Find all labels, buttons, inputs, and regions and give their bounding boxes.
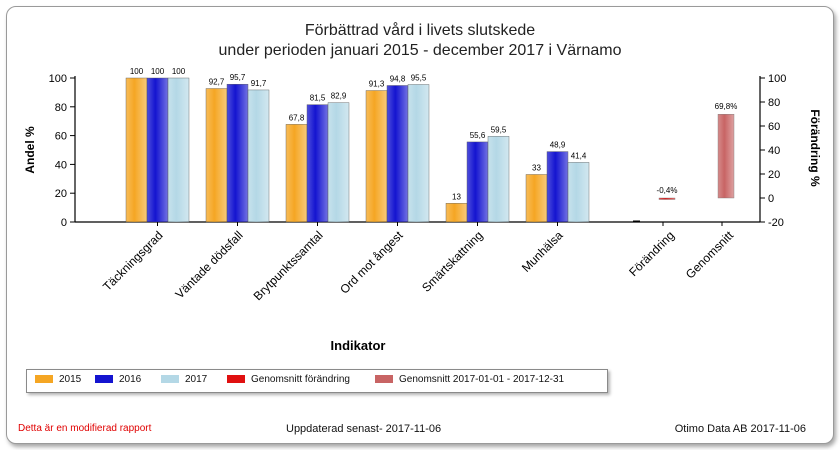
legend-label: Genomsnitt 2017-01-01 - 2017-12-31 [399,374,565,385]
y-axis-right-title: Förändring % [808,109,822,187]
bar-2015 [365,90,388,223]
bar-data-label: 59,5 [491,125,507,134]
bar-2017 [247,89,270,223]
legend-swatch [375,375,393,384]
y-tick-label-right: 60 [768,121,780,133]
bar-2017 [327,102,350,223]
footer-modified-note: Detta är en modifierad rapport [18,423,152,434]
bar-data-label: 94,8 [390,74,406,83]
y-tick-label-right: -20 [768,217,784,229]
bar-data-label: 100 [151,67,165,76]
change-bar-data-label: 69,8% [715,102,738,111]
legend-item-2016: 2016 [95,374,141,385]
y-tick-label-left: 60 [55,131,67,143]
x-tick-label: Munhälsa [519,228,566,275]
legend-item-2017: 2017 [161,374,207,385]
x-tick-label: Smärtskattning [419,228,486,295]
bar-data-label: 91,3 [369,80,385,89]
chart-subtitle: under perioden januari 2015 - december 2… [218,42,622,59]
bar-2017 [407,84,430,223]
chart-plot: 0 20 40 60 80 100 -20 0 20 40 60 80 100 Andel % Föränd… [23,67,822,353]
change-bar-data-label: -0,4% [657,186,678,195]
bar-data-label: 91,7 [251,79,267,88]
y-tick-label-left: 40 [55,159,67,171]
footer-source: Otimo Data AB 2017-11-06 [674,423,806,435]
bar-data-label: 95,5 [411,73,427,82]
legend-label: 2016 [119,374,142,385]
legend-item-genomsnitt-period: Genomsnitt 2017-01-01 - 2017-12-31 [375,374,564,385]
bar-2017 [487,136,510,223]
chart-title: Förbättrad vård i livets slutskede [304,22,536,39]
bar-data-label: 67,8 [289,113,305,122]
y-axis-left-title: Andel % [23,126,37,174]
y-tick-label-left: 80 [55,102,67,114]
bar-2015 [205,88,228,223]
chart-legend: 2015 2016 2017 Genomsnitt förändring Gen… [26,369,608,393]
x-tick-label: Förändring [626,228,677,279]
bar-data-label: 92,7 [209,78,225,87]
legend-swatch [95,375,113,384]
bar-2015 [445,203,468,223]
bar-data-label: 13 [452,192,461,201]
bar-2016 [466,141,489,223]
x-tick-label: Täckningsgrad [100,228,166,294]
bar-2015 [285,124,308,223]
bar-2015 [125,77,148,223]
bar-2017 [567,162,590,223]
y-tick-label-right: 80 [768,97,780,109]
y-tick-label-right: 100 [768,73,786,85]
bar-2016 [306,104,329,223]
x-tick-label: Brytpunktssamtal [251,228,326,303]
bar-2017 [167,77,190,223]
legend-label: 2017 [185,374,208,385]
legend-swatch [161,375,179,384]
bar-2015 [525,174,548,223]
y-tick-label-left: 0 [61,217,67,229]
y-tick-label-right: 0 [768,193,774,205]
legend-item-genomsnitt-forandring: Genomsnitt förändring [227,374,350,385]
bar-2016 [146,77,169,223]
bar-data-label: 100 [172,67,186,76]
x-tick-label: Väntade dödsfall [173,228,246,301]
bar-2016 [226,83,249,223]
change-bar [717,114,735,199]
y-tick-label-left: 100 [49,73,67,85]
bar-data-label: 81,5 [310,94,326,103]
change-bar [658,197,676,200]
legend-item-2015: 2015 [35,374,81,385]
x-axis-title: Indikator [331,338,386,353]
bar-2016 [546,151,569,223]
bar-data-label: 82,9 [331,92,347,101]
bar-data-label: 100 [130,67,144,76]
x-tick-label: Genomsnitt [683,228,737,282]
bar-2016 [386,85,409,223]
legend-swatch [227,375,245,384]
y-tick-label-right: 40 [768,145,780,157]
y-tick-label-right: 20 [768,169,780,181]
legend-swatch [35,375,53,384]
legend-label: 2015 [59,374,82,385]
y-tick-label-left: 20 [55,188,67,200]
bar-data-label: 41,4 [571,151,587,160]
bar-data-label: 95,7 [230,73,246,82]
x-tick-label: Ord mot ångest [337,228,406,297]
bar-data-label: 55,6 [470,131,486,140]
legend-label: Genomsnitt förändring [251,374,350,385]
bar-data-label: 33 [532,163,541,172]
footer-updated: Uppdaterad senast- 2017-11-06 [286,423,442,435]
bar-data-label: 48,9 [550,141,566,150]
